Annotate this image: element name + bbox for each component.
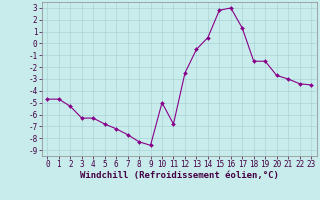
X-axis label: Windchill (Refroidissement éolien,°C): Windchill (Refroidissement éolien,°C) xyxy=(80,171,279,180)
